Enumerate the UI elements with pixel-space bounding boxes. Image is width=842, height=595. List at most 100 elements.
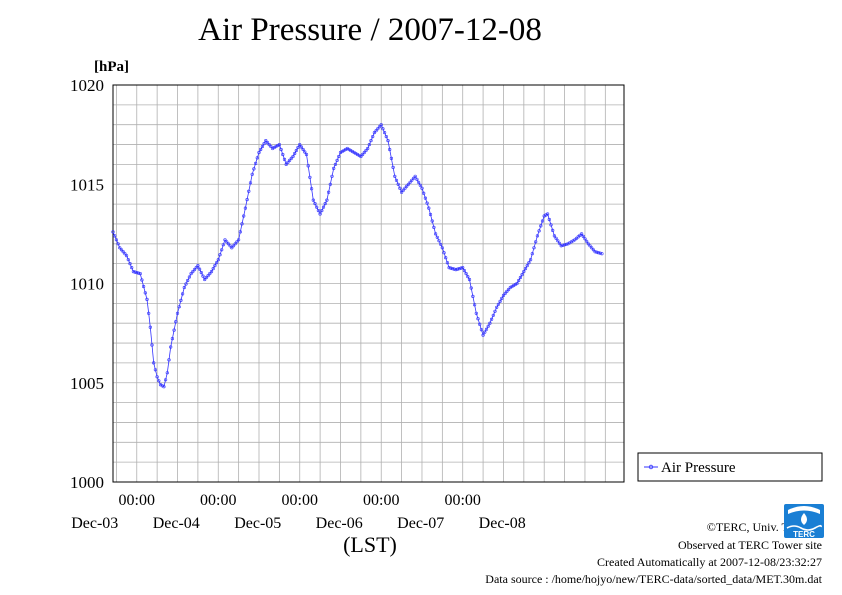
- data-point: [476, 317, 480, 321]
- data-point: [327, 190, 331, 194]
- data-point: [372, 131, 377, 135]
- data-point: [230, 246, 234, 250]
- data-point: [320, 209, 324, 213]
- data-point: [403, 186, 407, 190]
- data-point: [303, 150, 307, 154]
- x-tick-time-label: 00:00: [363, 492, 399, 509]
- data-point: [498, 299, 502, 304]
- data-point: [376, 127, 380, 131]
- data-point: [194, 266, 198, 270]
- data-point: [432, 225, 436, 229]
- data-point: [175, 311, 180, 315]
- data-point: [131, 270, 135, 274]
- data-point: [474, 311, 478, 315]
- data-point: [430, 219, 434, 223]
- data-point: [593, 250, 597, 254]
- data-point: [459, 266, 463, 270]
- data-point: [481, 333, 485, 337]
- data-point: [152, 361, 156, 365]
- data-point: [191, 270, 195, 274]
- data-point: [262, 142, 266, 146]
- data-point: [133, 270, 137, 274]
- data-point: [301, 147, 305, 152]
- data-point: [464, 272, 468, 276]
- data-point: [505, 289, 509, 294]
- data-point: [490, 317, 494, 321]
- data-point: [417, 180, 421, 184]
- data-point: [321, 205, 326, 209]
- data-point: [507, 287, 511, 292]
- x-tick-time-label: 00:00: [282, 492, 318, 509]
- data-point: [408, 180, 412, 184]
- data-point: [235, 240, 239, 244]
- data-point: [138, 272, 142, 276]
- data-point: [242, 214, 246, 218]
- data-point: [467, 277, 472, 282]
- data-point: [377, 125, 382, 129]
- x-tick-date-label: Dec-06: [316, 515, 363, 532]
- data-point: [527, 261, 531, 265]
- data-point: [420, 186, 424, 190]
- data-point: [488, 321, 492, 325]
- data-point: [535, 234, 540, 238]
- data-point: [199, 271, 203, 275]
- data-point: [215, 261, 219, 265]
- data-point: [400, 190, 404, 194]
- data-point: [501, 293, 506, 298]
- data-point: [422, 191, 426, 195]
- data-point: [201, 274, 205, 278]
- data-point: [491, 313, 495, 317]
- data-point: [556, 239, 560, 243]
- data-point: [486, 324, 490, 328]
- data-point: [564, 242, 568, 246]
- data-point: [388, 147, 392, 152]
- data-point: [255, 156, 259, 160]
- data-point: [237, 238, 241, 242]
- data-point: [454, 268, 458, 272]
- data-point: [530, 252, 534, 256]
- data-point: [277, 143, 282, 147]
- data-point: [206, 274, 210, 278]
- data-point: [493, 309, 497, 313]
- data-point: [203, 277, 207, 282]
- data-point: [328, 182, 332, 186]
- data-point: [452, 267, 456, 271]
- data-point: [209, 270, 214, 274]
- data-point: [148, 325, 152, 329]
- data-point: [157, 379, 161, 383]
- data-point: [269, 144, 273, 149]
- data-point: [279, 147, 283, 152]
- data-point: [189, 272, 193, 276]
- data-point: [182, 285, 186, 290]
- data-point: [233, 242, 237, 246]
- data-point: [289, 156, 293, 160]
- data-point: [473, 303, 477, 307]
- data-point: [450, 267, 455, 271]
- data-point: [220, 248, 224, 252]
- data-point: [116, 242, 120, 246]
- data-point: [547, 217, 551, 222]
- data-point: [457, 267, 461, 271]
- data-point: [169, 345, 173, 349]
- data-point: [559, 244, 563, 248]
- data-point: [425, 201, 429, 205]
- legend-marker: [648, 464, 654, 470]
- data-point: [537, 229, 541, 233]
- y-tick-label: 1000: [70, 473, 104, 492]
- data-point: [428, 212, 433, 217]
- data-point: [111, 230, 115, 234]
- data-point: [384, 135, 388, 139]
- data-point: [128, 262, 132, 266]
- data-point: [562, 243, 567, 247]
- data-point: [496, 302, 501, 306]
- data-point: [299, 145, 304, 149]
- data-point: [551, 228, 555, 232]
- data-point: [515, 281, 519, 286]
- data-point: [164, 378, 168, 382]
- data-point: [298, 143, 302, 147]
- data-point: [155, 375, 159, 379]
- data-point: [367, 143, 371, 147]
- data-point: [313, 202, 317, 206]
- data-point: [552, 234, 557, 238]
- x-tick-time-label: 00:00: [200, 492, 236, 509]
